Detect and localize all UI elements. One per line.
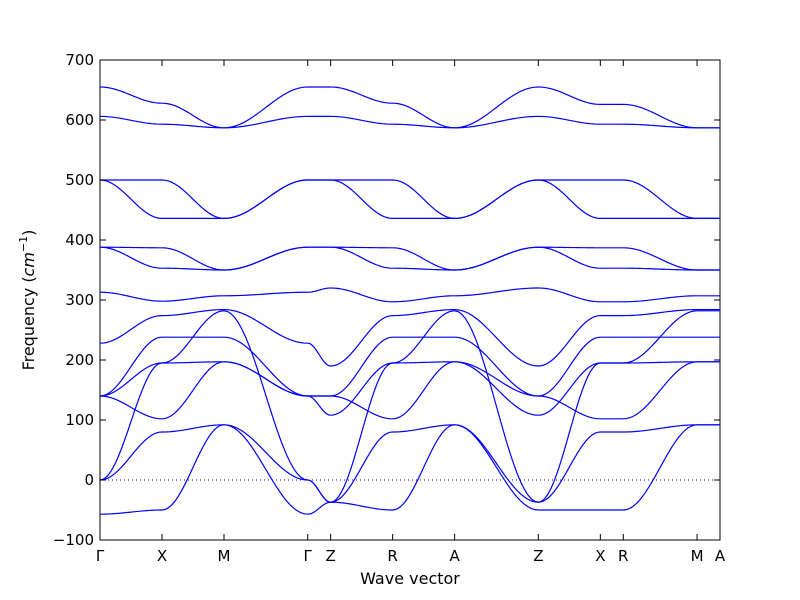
x-axis-label: Wave vector (360, 569, 460, 588)
x-tick-label: Z (325, 547, 335, 565)
y-tick-label: 500 (65, 171, 94, 189)
y-axis-label-close: ) (19, 230, 38, 236)
y-tick-label: 0 (84, 471, 94, 489)
y-tick-label: 300 (65, 291, 94, 309)
dispersion-branch-9 (99, 336, 720, 397)
y-axis-label: Frequency (cm−1) (17, 230, 38, 371)
dispersion-branch-12 (99, 361, 720, 420)
dispersion-branch-14 (99, 424, 720, 515)
x-tick-label: M (691, 547, 704, 565)
dispersion-branch-13 (99, 424, 720, 503)
dispersion-branch-7 (99, 287, 720, 303)
y-tick-label: 700 (65, 51, 94, 69)
dispersion-branch-8 (99, 308, 720, 367)
x-tick-label: Γ (96, 547, 105, 565)
x-tick-label: Γ (304, 547, 313, 565)
dispersion-branch-10 (99, 361, 720, 416)
y-axis-label-exponent: −1 (17, 236, 30, 252)
x-tick-label: Z (533, 547, 543, 565)
dispersion-branch-4 (99, 179, 720, 219)
dispersion-branch-11 (99, 310, 720, 503)
x-tick-label: A (715, 547, 726, 565)
x-tick-label: R (387, 547, 397, 565)
dispersion-branch-3 (100, 179, 720, 220)
y-tick-label: 600 (65, 111, 94, 129)
x-tick-label: X (157, 547, 167, 565)
dispersion-branch-5 (100, 246, 720, 271)
y-axis-label-text: Frequency ( (19, 276, 38, 370)
x-tick-label: X (595, 547, 605, 565)
y-tick-label: 100 (65, 411, 94, 429)
y-axis-label-unit: cm (19, 252, 38, 276)
y-tick-label: −100 (53, 531, 94, 549)
dispersion-branch-2 (99, 115, 720, 129)
x-tick-label: M (218, 547, 231, 565)
dispersion-branch-6 (99, 246, 720, 271)
x-tick-label: R (618, 547, 628, 565)
y-tick-label: 200 (65, 351, 94, 369)
y-tick-label: 400 (65, 231, 94, 249)
x-tick-label: A (450, 547, 461, 565)
dispersion-branch-1 (99, 86, 720, 129)
